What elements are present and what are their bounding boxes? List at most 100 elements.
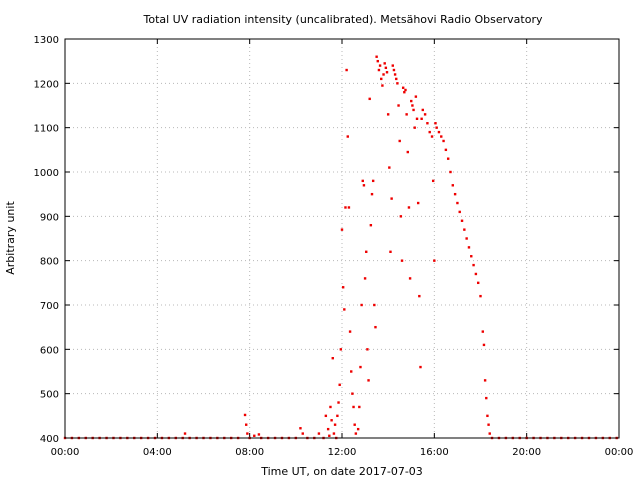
data-point bbox=[470, 255, 473, 258]
data-point bbox=[458, 210, 461, 214]
data-point bbox=[440, 135, 443, 138]
data-point bbox=[324, 414, 328, 418]
data-point bbox=[368, 97, 371, 101]
data-point bbox=[350, 370, 353, 373]
data-point bbox=[406, 150, 409, 154]
data-point bbox=[463, 228, 466, 231]
grid-lines bbox=[65, 39, 619, 438]
data-point bbox=[407, 206, 411, 209]
data-point bbox=[416, 201, 420, 205]
data-point bbox=[398, 139, 401, 143]
data-point bbox=[485, 396, 488, 400]
data-point bbox=[373, 303, 376, 307]
data-point bbox=[400, 259, 404, 262]
y-tick-label: 700 bbox=[40, 301, 59, 312]
data-point bbox=[299, 427, 302, 430]
data-point bbox=[377, 68, 381, 72]
data-point bbox=[243, 413, 247, 417]
data-point bbox=[421, 108, 424, 112]
y-tick-label: 1100 bbox=[34, 124, 59, 135]
plot-frame bbox=[64, 38, 620, 439]
y-tick-label: 900 bbox=[40, 212, 59, 223]
data-point bbox=[332, 432, 336, 435]
data-point bbox=[380, 77, 383, 81]
y-tick-label: 1200 bbox=[34, 79, 59, 90]
data-point bbox=[418, 294, 421, 298]
data-point bbox=[476, 281, 480, 285]
data-point bbox=[482, 343, 486, 347]
data-point bbox=[449, 170, 452, 174]
data-point bbox=[360, 303, 363, 307]
data-point bbox=[367, 379, 370, 382]
data-point bbox=[346, 135, 349, 138]
data-point bbox=[351, 392, 354, 395]
data-point bbox=[388, 166, 391, 169]
data-point bbox=[465, 237, 468, 240]
data-point bbox=[341, 286, 345, 289]
data-point bbox=[385, 71, 389, 74]
data-point bbox=[392, 68, 396, 72]
y-axis-label: Arbitrary unit bbox=[4, 201, 17, 275]
data-point bbox=[353, 423, 356, 426]
x-tick-label: 00:00 bbox=[51, 447, 80, 458]
x-axis-label: Time UT, on date 2017-07-03 bbox=[260, 465, 423, 478]
y-tick-label: 1300 bbox=[34, 35, 59, 46]
data-point bbox=[345, 68, 348, 72]
data-point bbox=[414, 95, 418, 98]
data-point bbox=[337, 401, 340, 404]
data-point bbox=[442, 139, 445, 143]
data-point bbox=[365, 250, 368, 253]
data-point bbox=[390, 197, 393, 200]
data-point bbox=[453, 192, 457, 196]
data-point bbox=[378, 64, 382, 67]
data-point bbox=[405, 113, 408, 116]
data-point bbox=[317, 432, 321, 435]
data-point bbox=[481, 330, 485, 333]
data-point bbox=[347, 206, 351, 209]
data-point bbox=[359, 365, 362, 369]
data-point bbox=[413, 126, 416, 129]
data-point bbox=[376, 59, 379, 63]
data-point bbox=[431, 179, 435, 183]
data-point bbox=[444, 148, 448, 152]
data-point bbox=[366, 348, 369, 351]
x-tick-label: 00:00 bbox=[605, 447, 634, 458]
data-point bbox=[479, 294, 482, 298]
data-point bbox=[183, 432, 187, 435]
data-point bbox=[419, 365, 422, 369]
y-tick-label: 400 bbox=[40, 434, 59, 445]
data-point bbox=[486, 414, 489, 418]
data-point bbox=[395, 77, 398, 81]
data-point bbox=[382, 73, 385, 76]
data-point bbox=[460, 219, 464, 222]
data-point bbox=[374, 325, 377, 329]
data-point bbox=[371, 179, 375, 183]
data-point bbox=[336, 414, 339, 418]
data-point bbox=[397, 104, 400, 107]
x-tick-label: 08:00 bbox=[235, 447, 264, 458]
data-point bbox=[411, 104, 414, 107]
chart-title: Total UV radiation intensity (uncalibrat… bbox=[143, 13, 543, 26]
data-point bbox=[487, 423, 490, 426]
data-point bbox=[383, 62, 386, 65]
data-point bbox=[245, 423, 248, 426]
data-point bbox=[340, 228, 344, 231]
data-point bbox=[253, 434, 256, 437]
data-point bbox=[257, 433, 261, 436]
data-point bbox=[430, 135, 434, 138]
data-point bbox=[386, 113, 390, 116]
data-point bbox=[391, 64, 394, 67]
data-point bbox=[358, 405, 361, 409]
data-point bbox=[474, 272, 478, 276]
data-point bbox=[412, 108, 415, 112]
data-point bbox=[329, 405, 332, 409]
data-point bbox=[446, 157, 450, 160]
data-point bbox=[344, 206, 347, 209]
data-point bbox=[343, 308, 346, 311]
data-point bbox=[433, 259, 436, 262]
data-point bbox=[331, 357, 334, 360]
data-point bbox=[338, 383, 341, 386]
data-point bbox=[404, 88, 407, 92]
data-point bbox=[362, 184, 366, 187]
